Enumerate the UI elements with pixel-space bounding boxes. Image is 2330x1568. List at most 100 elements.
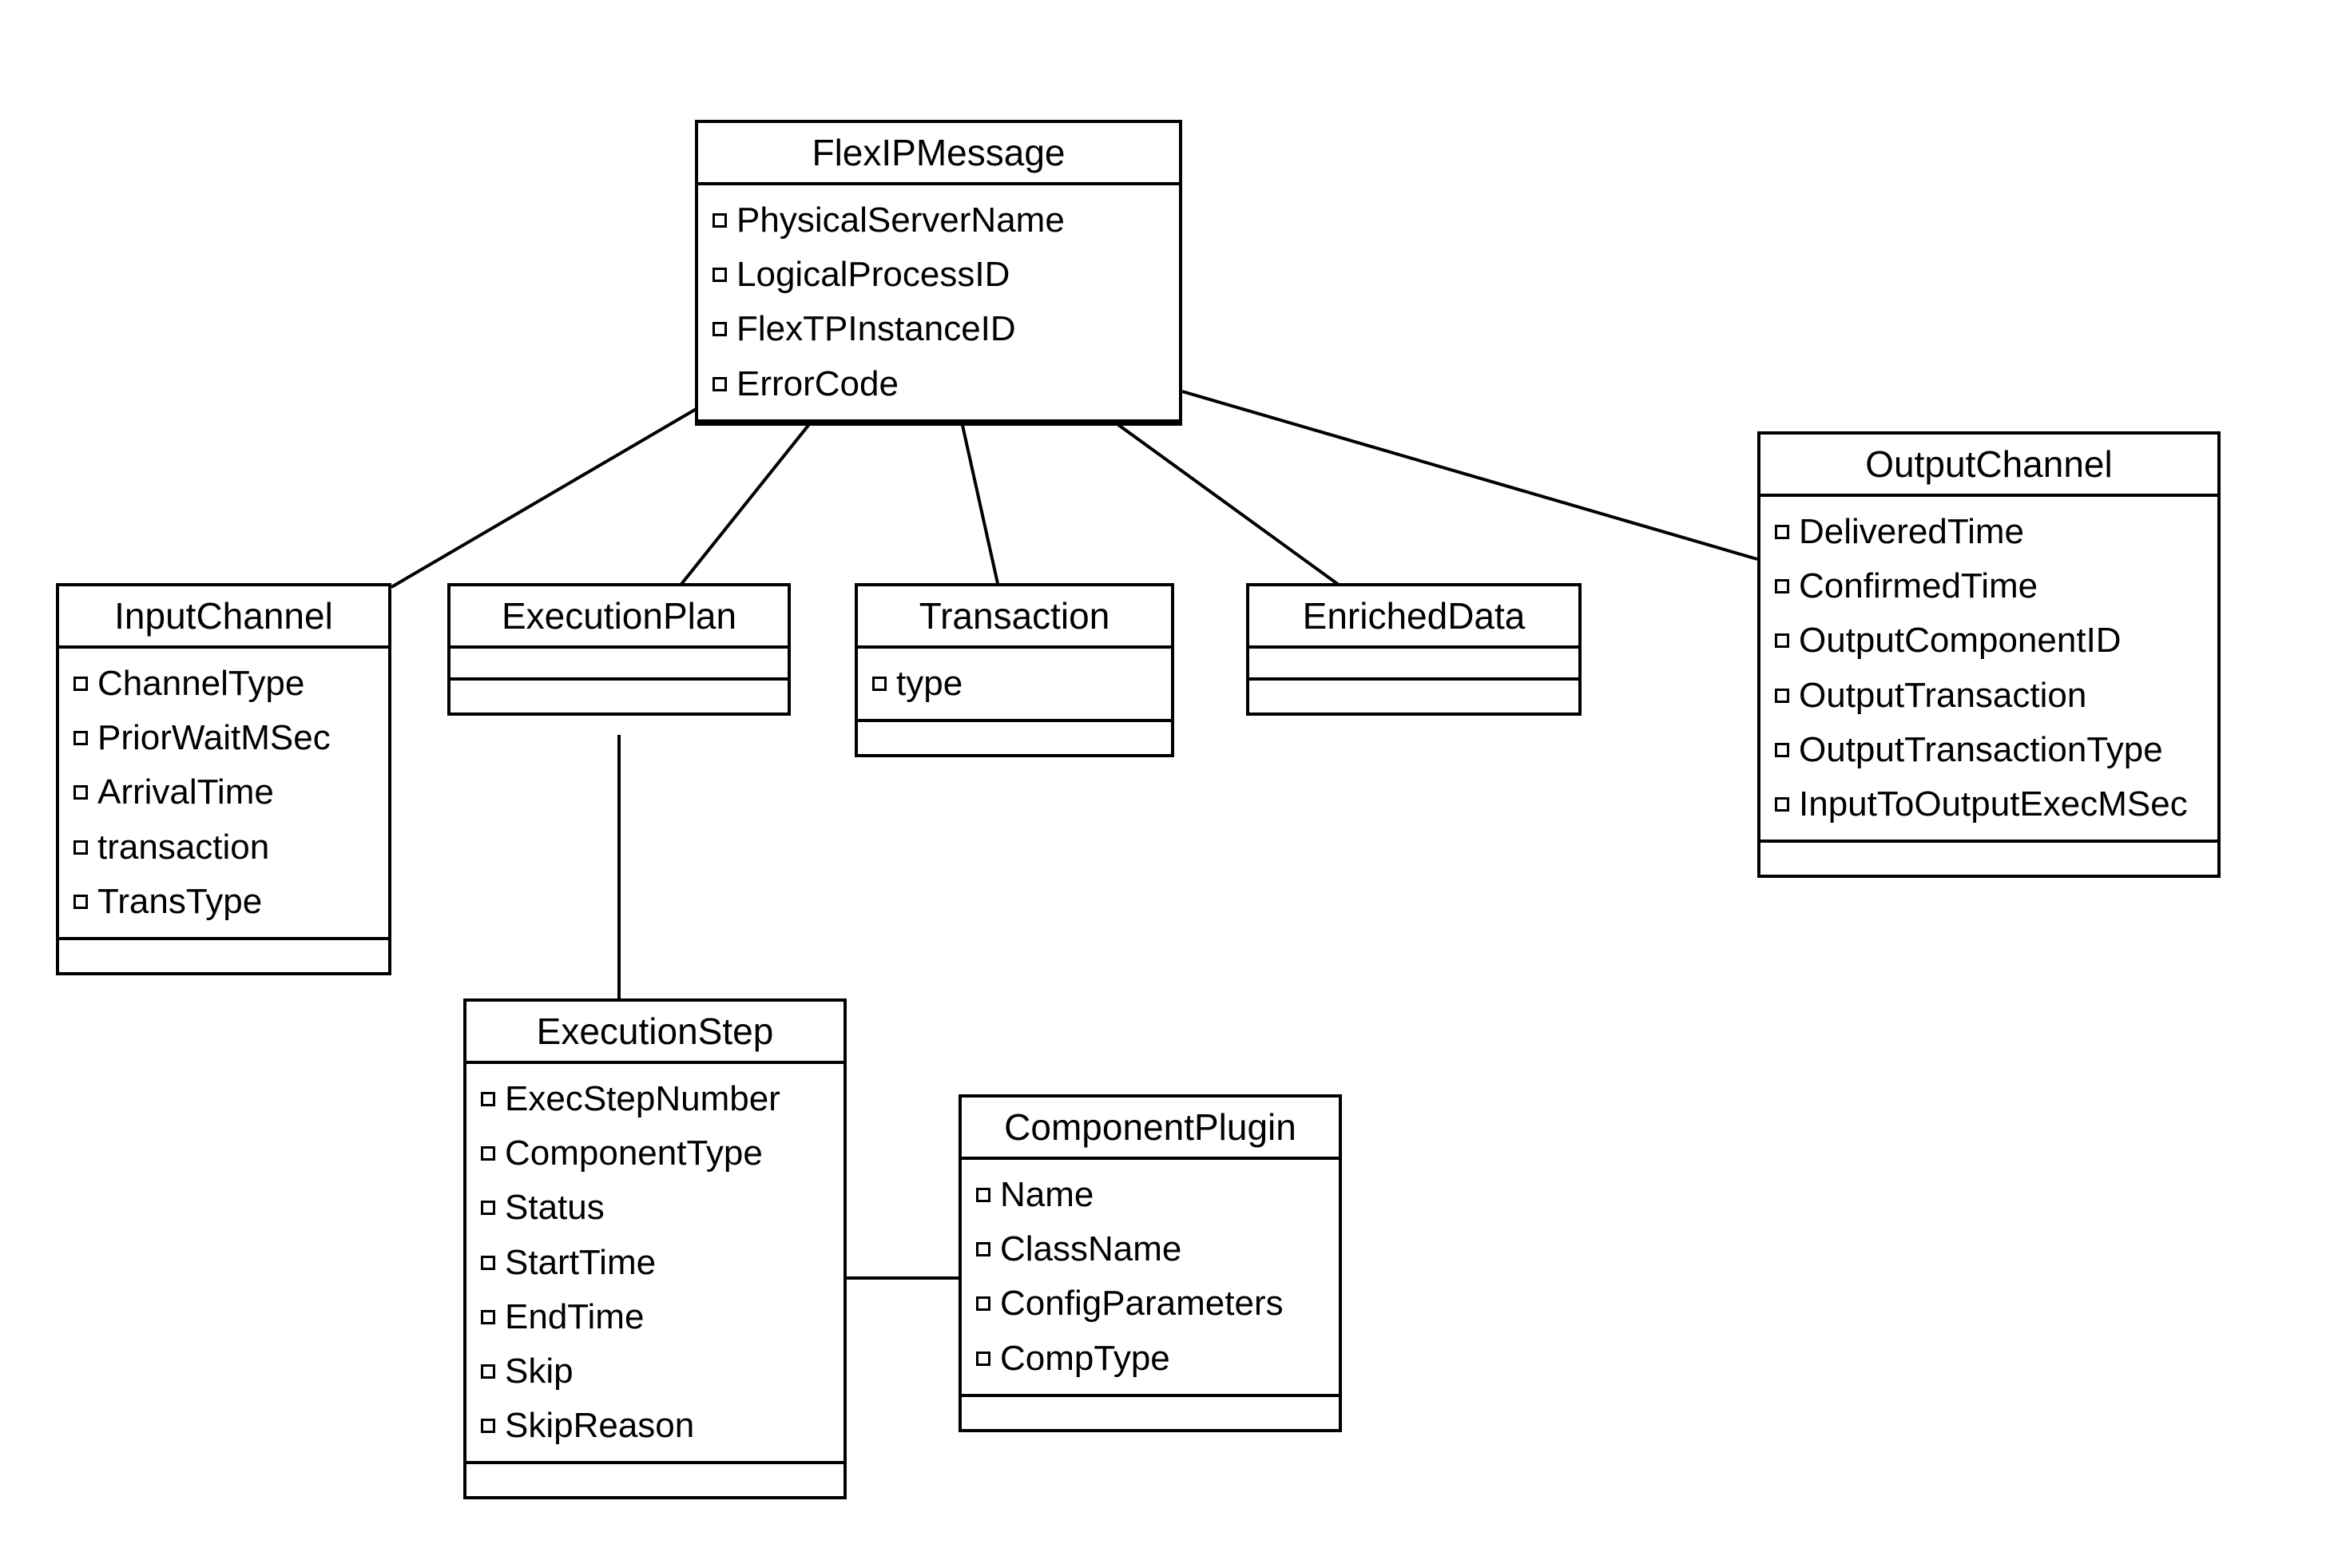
uml-attribute-name: PhysicalServerName: [736, 193, 1065, 248]
uml-class-attributes: DeliveredTimeConfirmedTimeOutputComponen…: [1760, 497, 2217, 843]
uml-class-flexIPMessage: FlexIPMessagePhysicalServerNameLogicalPr…: [695, 120, 1182, 426]
visibility-package-icon: [1775, 797, 1789, 812]
diagram-canvas: FlexIPMessagePhysicalServerNameLogicalPr…: [0, 0, 2330, 1568]
uml-attribute-row: FlexTPInstanceID: [712, 302, 1165, 356]
uml-class-attributes: ExecStepNumberComponentTypeStatusStartTi…: [466, 1064, 843, 1464]
uml-attribute-name: type: [896, 657, 963, 711]
uml-attribute-name: ArrivalTime: [97, 765, 274, 820]
uml-attribute-name: PriorWaitMSec: [97, 711, 331, 765]
visibility-package-icon: [481, 1092, 495, 1106]
uml-attribute-name: Skip: [505, 1344, 574, 1399]
visibility-package-icon: [1775, 579, 1789, 593]
uml-attribute-name: ClassName: [1000, 1222, 1181, 1276]
uml-class-title: ExecutionPlan: [451, 586, 788, 649]
uml-class-title: ExecutionStep: [466, 1002, 843, 1064]
uml-attribute-row: ComponentType: [481, 1126, 829, 1181]
uml-association-edge: [679, 407, 823, 587]
uml-attribute-row: PriorWaitMSec: [73, 711, 374, 765]
uml-attribute-name: ComponentType: [505, 1126, 763, 1181]
uml-attribute-name: Status: [505, 1181, 605, 1235]
visibility-package-icon: [73, 677, 88, 691]
uml-attribute-row: Name: [976, 1168, 1324, 1222]
uml-attribute-row: OutputComponentID: [1775, 613, 2203, 668]
visibility-package-icon: [481, 1201, 495, 1215]
uml-attribute-row: ConfigParameters: [976, 1276, 1324, 1331]
uml-class-inputChannel: InputChannelChannelTypePriorWaitMSecArri…: [56, 583, 391, 975]
visibility-package-icon: [1775, 689, 1789, 703]
uml-attribute-row: transaction: [73, 820, 374, 875]
uml-class-title: OutputChannel: [1760, 435, 2217, 497]
uml-class-operations: [858, 722, 1171, 754]
visibility-package-icon: [481, 1419, 495, 1433]
uml-class-attributes: [451, 649, 788, 681]
uml-attribute-name: TransType: [97, 875, 262, 929]
uml-class-operations: [1760, 843, 2217, 875]
uml-class-title: Transaction: [858, 586, 1171, 649]
visibility-package-icon: [481, 1364, 495, 1379]
uml-attribute-row: TransType: [73, 875, 374, 929]
uml-attribute-row: ErrorCode: [712, 357, 1165, 411]
uml-attribute-row: Skip: [481, 1344, 829, 1399]
uml-class-title: ComponentPlugin: [962, 1098, 1339, 1160]
uml-attribute-name: SkipReason: [505, 1399, 694, 1453]
visibility-package-icon: [73, 731, 88, 745]
visibility-package-icon: [712, 377, 727, 391]
uml-attribute-name: ExecStepNumber: [505, 1072, 780, 1126]
uml-attribute-name: ConfigParameters: [1000, 1276, 1284, 1331]
uml-attribute-row: ClassName: [976, 1222, 1324, 1276]
visibility-package-icon: [481, 1310, 495, 1324]
uml-attribute-name: OutputTransaction: [1799, 669, 2086, 723]
uml-class-operations: [59, 940, 388, 972]
visibility-package-icon: [481, 1146, 495, 1161]
uml-association-edge: [391, 407, 699, 587]
uml-association-edge: [1094, 407, 1342, 587]
visibility-package-icon: [976, 1242, 990, 1256]
uml-class-operations: [962, 1397, 1339, 1429]
uml-attribute-row: type: [872, 657, 1157, 711]
uml-class-title: FlexIPMessage: [698, 123, 1179, 185]
visibility-package-icon: [73, 840, 88, 855]
visibility-package-icon: [976, 1296, 990, 1311]
uml-attribute-name: ConfirmedTime: [1799, 559, 2038, 613]
uml-attribute-name: ChannelType: [97, 657, 304, 711]
uml-class-title: EnrichedData: [1249, 586, 1578, 649]
uml-attribute-name: FlexTPInstanceID: [736, 302, 1016, 356]
uml-attribute-row: EndTime: [481, 1290, 829, 1344]
uml-attribute-name: OutputTransactionType: [1799, 723, 2163, 777]
uml-attribute-row: LogicalProcessID: [712, 248, 1165, 302]
visibility-package-icon: [73, 785, 88, 800]
visibility-package-icon: [1775, 525, 1789, 539]
uml-class-attributes: PhysicalServerNameLogicalProcessIDFlexTP…: [698, 185, 1179, 423]
uml-attribute-row: ConfirmedTime: [1775, 559, 2203, 613]
uml-attribute-name: Name: [1000, 1168, 1094, 1222]
uml-attribute-name: CompType: [1000, 1332, 1170, 1386]
uml-attribute-row: StartTime: [481, 1236, 829, 1290]
uml-association-edge: [1182, 391, 1757, 559]
uml-attribute-row: SkipReason: [481, 1399, 829, 1453]
uml-attribute-row: OutputTransactionType: [1775, 723, 2203, 777]
visibility-package-icon: [481, 1256, 495, 1270]
uml-class-attributes: [1249, 649, 1578, 681]
uml-attribute-name: InputToOutputExecMSec: [1799, 777, 2188, 832]
uml-class-attributes: ChannelTypePriorWaitMSecArrivalTimetrans…: [59, 649, 388, 940]
uml-attribute-row: ExecStepNumber: [481, 1072, 829, 1126]
uml-class-executionPlan: ExecutionPlan: [447, 583, 791, 716]
visibility-package-icon: [712, 322, 727, 336]
visibility-package-icon: [73, 895, 88, 909]
uml-attribute-name: DeliveredTime: [1799, 505, 2024, 559]
visibility-package-icon: [1775, 633, 1789, 648]
uml-attribute-name: LogicalProcessID: [736, 248, 1010, 302]
uml-class-operations: [451, 681, 788, 713]
visibility-package-icon: [976, 1188, 990, 1202]
uml-attribute-row: CompType: [976, 1332, 1324, 1386]
visibility-package-icon: [976, 1352, 990, 1366]
uml-attribute-name: ErrorCode: [736, 357, 899, 411]
uml-class-enrichedData: EnrichedData: [1246, 583, 1582, 716]
uml-class-attributes: type: [858, 649, 1171, 722]
uml-attribute-name: StartTime: [505, 1236, 656, 1290]
uml-attribute-row: InputToOutputExecMSec: [1775, 777, 2203, 832]
uml-attribute-name: EndTime: [505, 1290, 644, 1344]
uml-class-operations: [1249, 681, 1578, 713]
uml-class-componentPlugin: ComponentPlugin NameClassNameConfigParame…: [959, 1094, 1342, 1432]
visibility-package-icon: [1775, 743, 1789, 757]
